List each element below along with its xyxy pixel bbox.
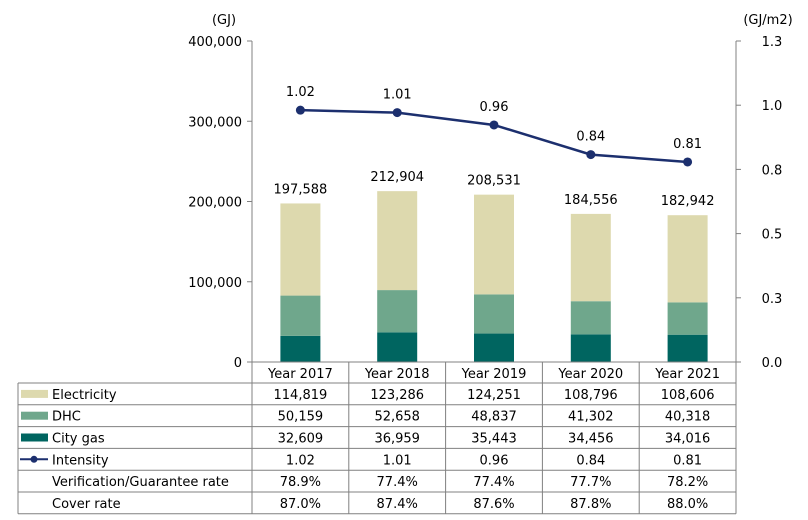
intensity-label: 0.96 — [480, 100, 509, 115]
intensity-point — [586, 150, 596, 160]
table-cell: 88.0% — [667, 497, 708, 512]
table-cell: 87.4% — [377, 497, 418, 512]
left-axis-tick-label: 200,000 — [188, 196, 242, 211]
bar-city-gas — [474, 333, 514, 362]
bar-total-label: 182,942 — [661, 194, 715, 209]
legend-marker — [30, 455, 38, 463]
intensity-point — [295, 105, 305, 115]
right-axis-tick-label: 1.0 — [762, 99, 783, 114]
table-cell: 87.6% — [473, 497, 514, 512]
table-cell: 40,318 — [665, 410, 711, 425]
intensity-point — [683, 157, 693, 167]
legend-swatch — [21, 411, 48, 420]
bar-dhc — [474, 294, 514, 334]
table-cell: 34,456 — [568, 432, 614, 447]
table-cell: 124,251 — [467, 388, 521, 403]
bar-total-label: 197,588 — [274, 182, 328, 197]
table-cell: 123,286 — [370, 388, 424, 403]
table-row-label: DHC — [52, 410, 81, 425]
bar-total-label: 184,556 — [564, 193, 618, 208]
left-axis-tick-label: 100,000 — [188, 276, 242, 291]
intensity-line — [300, 108, 688, 164]
category-label: Year 2020 — [557, 367, 623, 382]
table-cell: 35,443 — [471, 432, 517, 447]
left-axis-tick-label: 400,000 — [188, 35, 242, 50]
table-cell: 77.4% — [377, 475, 418, 490]
table-cell: 41,302 — [568, 410, 614, 425]
left-axis-unit: (GJ) — [212, 13, 236, 28]
table-cell: 0.96 — [480, 453, 509, 468]
intensity-label: 0.84 — [576, 130, 605, 145]
table-cell: 48,837 — [471, 410, 517, 425]
category-label: Year 2017 — [267, 367, 333, 382]
bar-dhc — [667, 302, 708, 335]
table-cell: 78.2% — [667, 475, 708, 490]
bar-electricity — [280, 203, 321, 296]
table-cell: 108,796 — [564, 388, 618, 403]
table-cell: 78.9% — [280, 475, 321, 490]
bar-city-gas — [667, 334, 708, 362]
table-cell: 0.81 — [673, 453, 702, 468]
table-cell: 1.02 — [286, 453, 315, 468]
table-cell: 50,159 — [278, 410, 324, 425]
right-axis-tick-label: 0.5 — [762, 228, 783, 243]
table-cell: 32,609 — [278, 432, 324, 447]
legend-swatch — [21, 389, 48, 398]
legend-swatch — [21, 433, 48, 442]
table-cell: 34,016 — [665, 432, 711, 447]
left-axis-tick-label: 300,000 — [188, 115, 242, 130]
bar-city-gas — [570, 334, 611, 362]
bar-total-label: 208,531 — [467, 174, 521, 189]
table-cell: 36,959 — [374, 432, 420, 447]
intensity-label: 0.81 — [673, 137, 702, 152]
category-label: Year 2018 — [364, 367, 430, 382]
table-cell: 0.84 — [576, 453, 605, 468]
right-axis-tick-label: 0.3 — [762, 292, 783, 307]
intensity-label: 1.01 — [383, 88, 412, 103]
right-axis-tick-label: 0.0 — [762, 356, 783, 371]
table-row-label: Cover rate — [52, 497, 121, 512]
category-label: Year 2019 — [461, 367, 527, 382]
intensity-point — [392, 108, 402, 118]
intensity-label: 1.02 — [286, 85, 315, 100]
right-axis-unit: (GJ/m2) — [743, 13, 792, 28]
bar-city-gas — [280, 335, 321, 362]
table-cell: 52,658 — [374, 410, 420, 425]
bar-electricity — [570, 213, 611, 302]
table-row-label: City gas — [52, 432, 105, 447]
table-cell: 77.4% — [473, 475, 514, 490]
table-cell: 87.8% — [570, 497, 611, 512]
bar-dhc — [570, 301, 611, 335]
table-cell: 77.7% — [570, 475, 611, 490]
bar-total-label: 212,904 — [370, 170, 424, 185]
bar-electricity — [474, 194, 514, 295]
table-row-label: Intensity — [52, 453, 109, 468]
right-axis-tick-label: 0.8 — [762, 163, 783, 178]
category-label: Year 2021 — [654, 367, 720, 382]
bar-electricity — [667, 215, 708, 303]
left-axis-tick-label: 0 — [234, 356, 242, 371]
right-axis-tick-label: 1.3 — [762, 35, 783, 50]
table-cell: 108,606 — [661, 388, 715, 403]
table-row-label: Electricity — [52, 388, 117, 403]
table-cell: 114,819 — [274, 388, 328, 403]
table-cell: 87.0% — [280, 497, 321, 512]
bar-dhc — [377, 290, 418, 333]
table-row-label: Verification/Guarantee rate — [52, 475, 229, 490]
bar-city-gas — [377, 332, 418, 362]
bar-dhc — [280, 295, 321, 336]
table-cell: 1.01 — [383, 453, 412, 468]
intensity-point — [489, 120, 499, 130]
bar-electricity — [377, 191, 418, 291]
